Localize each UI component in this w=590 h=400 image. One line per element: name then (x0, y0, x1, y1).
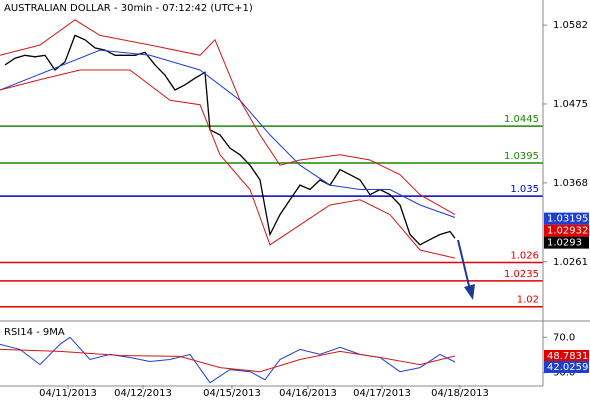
y-tick-label: 1.0582 (553, 20, 588, 31)
series-line (4, 34, 456, 246)
x-tick-label: 04/16/2013 (279, 388, 337, 399)
level-label: 1.026 (510, 250, 539, 261)
series-line (0, 49, 456, 218)
panel-title: RSI14 - 9MA (4, 327, 65, 338)
x-tick-label: 04/17/2013 (353, 388, 411, 399)
y-tick-label: 70.0 (553, 332, 575, 343)
series-line (0, 69, 456, 259)
level-label: 1.0235 (504, 269, 539, 280)
level-label: 1.0445 (504, 114, 539, 125)
level-label: 1.0395 (504, 151, 539, 162)
value-box-label: 1.02932 (547, 226, 588, 237)
y-tick-label: 30.0 (553, 368, 575, 379)
title-background (2, 1, 252, 13)
value-box-label: 1.03195 (547, 214, 588, 225)
x-tick-label: 04/15/2013 (203, 388, 261, 399)
x-tick-label: 04/11/2013 (39, 388, 97, 399)
value-box (544, 224, 589, 237)
value-box (544, 236, 589, 249)
forecast-arrowhead (464, 284, 475, 300)
value-box-label: 1.0293 (547, 238, 582, 249)
level-label: 1.02 (517, 295, 539, 306)
value-box-label: 48.7831 (547, 351, 588, 362)
forecast-arrow (457, 239, 471, 291)
series-line (0, 348, 456, 373)
value-box (544, 350, 589, 363)
y-tick-label: 1.0368 (553, 178, 588, 189)
x-tick-label: 04/18/2013 (431, 388, 489, 399)
value-box (544, 212, 589, 225)
y-tick-label: 1.0475 (553, 99, 588, 110)
x-tick-label: 04/12/2013 (114, 388, 172, 399)
title-background (2, 325, 72, 337)
level-label: 1.035 (510, 184, 539, 195)
value-box-label: 42.0259 (547, 362, 588, 373)
panel-title: AUSTRALIAN DOLLAR - 30min - 07:12:42 (UT… (4, 3, 253, 14)
y-tick-label: 1.0261 (553, 257, 588, 268)
series-line (0, 19, 456, 216)
value-box (544, 361, 589, 374)
